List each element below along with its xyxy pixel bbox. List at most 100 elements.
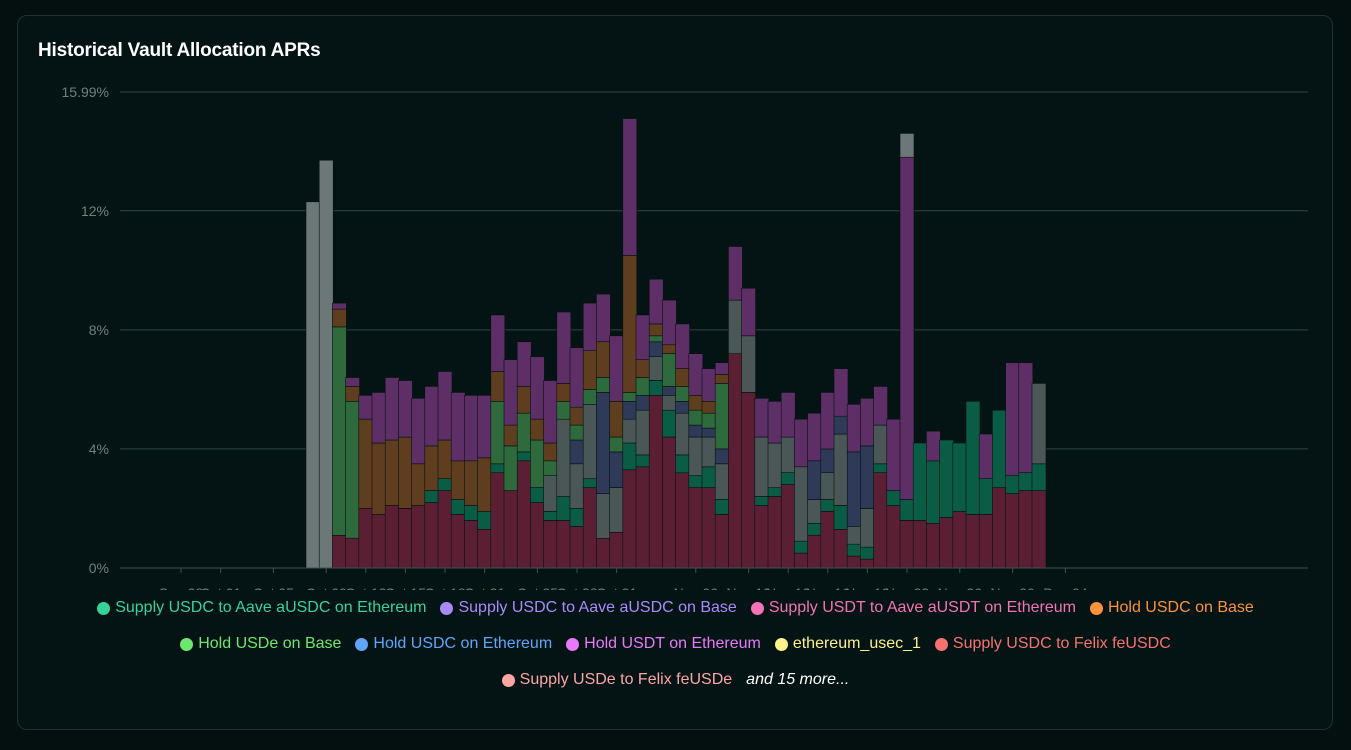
bar-segment[interactable]: Oct 27 gray: 2.6% xyxy=(556,418,572,497)
bar-segment[interactable]: Oct 31 green: 0.5% xyxy=(609,436,624,453)
bar-segment[interactable]: Nov 01 purple: 4.6% xyxy=(622,118,638,256)
bar-segment[interactable]: Dec 02 maroon: 2.6% xyxy=(1031,490,1047,569)
bar-segment[interactable]: Nov 24 darkgreen: 2.1% xyxy=(926,460,941,524)
bar-segment[interactable]: Oct 26 gray: 1.2% xyxy=(543,475,558,512)
bar-segment[interactable]: Nov 17 gray: 2.4% xyxy=(833,433,849,506)
bar-segment[interactable]: Oct 30 brown: 1.2% xyxy=(596,341,611,378)
bar-segment[interactable]: Oct 31 gray: 1.5% xyxy=(609,487,624,533)
bar-segment[interactable]: Nov 13 purple: 1.5% xyxy=(780,392,796,438)
bar-segment[interactable]: Oct 20 brown: 1.5% xyxy=(464,460,479,506)
bar-segment[interactable]: Nov 07 green: 0.5% xyxy=(701,412,717,429)
bar-segment[interactable]: Oct 15 maroon: 2% xyxy=(398,508,413,569)
legend-more-link[interactable]: and 15 more... xyxy=(746,671,850,688)
bar-segment[interactable]: Nov 20 gray: 1.3% xyxy=(873,424,888,465)
bar-segment[interactable]: Oct 29 purple: 1.6% xyxy=(582,302,598,352)
bar-segment[interactable]: Nov 13 darkgreen: 0.4% xyxy=(780,472,796,485)
bar-segment[interactable]: Nov 01 brown: 4.6% xyxy=(622,255,638,393)
bar-segment[interactable]: Dec 01 darkgreen: 0.6% xyxy=(1018,472,1034,491)
bar-segment[interactable]: Oct 30 green: 0.5% xyxy=(596,377,611,393)
bar-segment[interactable]: Oct 19 darkgreen: 0.5% xyxy=(450,499,466,515)
bar-segment[interactable]: Nov 07 navy: 0.3% xyxy=(701,427,717,438)
bar-segment[interactable]: Oct 24 green: 1.3% xyxy=(516,412,532,453)
legend-item[interactable]: Hold USDT on Ethereum xyxy=(566,635,761,653)
bar-segment[interactable]: Nov 27 darkgreen: 3.8% xyxy=(965,400,981,515)
bar-segment[interactable]: Oct 11 maroon: 1% xyxy=(345,537,360,569)
legend-item[interactable]: ethereum_usec_1 xyxy=(774,635,921,653)
bar-segment[interactable]: Oct 29 green: 0.5% xyxy=(582,389,598,405)
bar-segment[interactable]: Nov 19 gray: 1.3% xyxy=(860,508,875,548)
bar-segment[interactable]: Nov 01 darkgreen: 0.9% xyxy=(622,442,638,471)
bar-segment[interactable]: Oct 25 green: 1.6% xyxy=(530,439,545,488)
bar-segment[interactable]: Nov 03 brown: 0.4% xyxy=(648,323,664,337)
bar-segment[interactable]: Nov 12 darkgreen: 0.3% xyxy=(767,487,783,497)
bar-segment[interactable]: Nov 19 darkgreen: 0.4% xyxy=(860,546,875,560)
bar-segment[interactable]: Nov 09 purple: 1.8% xyxy=(728,246,743,301)
bar-segment[interactable]: Oct 11 brown: 0.5% xyxy=(345,386,360,402)
bar-segment[interactable]: Nov 04 gray: 0.5% xyxy=(662,394,677,411)
bar-segment[interactable]: Nov 22 lgray: 0.8% xyxy=(899,133,915,158)
bar-segment[interactable]: Nov 27 maroon: 1.8% xyxy=(965,514,981,569)
bar-segment[interactable]: Oct 11 green: 4.6% xyxy=(345,400,360,539)
bar-segment[interactable]: Nov 22 maroon: 1.6% xyxy=(899,520,915,569)
bar-segment[interactable]: Nov 28 purple: 1.5% xyxy=(978,433,994,480)
bar-segment[interactable]: Oct 14 maroon: 2.1% xyxy=(384,505,400,569)
bar-segment[interactable]: Oct 22 brown: 1% xyxy=(490,371,506,402)
bar-segment[interactable]: Oct 30 purple: 1.6% xyxy=(596,293,611,343)
bar-segment[interactable]: Nov 04 maroon: 4.4% xyxy=(662,436,677,569)
bar-segment[interactable]: Oct 27 green: 0.6% xyxy=(556,400,572,420)
bar-segment[interactable]: Oct 31 brown: 1.2% xyxy=(609,400,624,438)
bar-segment[interactable]: Nov 05 darkgreen: 0.6% xyxy=(675,454,690,474)
bar-segment[interactable]: Nov 11 gray: 2% xyxy=(754,436,770,497)
bar-segment[interactable]: Nov 10 gray: 1.9% xyxy=(741,335,756,393)
bar-segment[interactable]: Nov 05 brown: 0.6% xyxy=(675,368,690,387)
bar-segment[interactable]: Nov 18 gray: 0.6% xyxy=(846,525,862,545)
bar-segment[interactable]: Nov 18 maroon: 0.4% xyxy=(846,555,862,569)
bar-segment[interactable]: Nov 03 green: 0.2% xyxy=(648,335,664,343)
bar-segment[interactable]: Nov 21 darkgreen: 0.5% xyxy=(886,490,902,506)
bar-segment[interactable]: Nov 06 maroon: 2.7% xyxy=(688,487,704,569)
bar-segment[interactable]: Nov 07 darkgreen: 0.7% xyxy=(701,466,717,488)
bar-segment[interactable]: Oct 28 gray: 1.5% xyxy=(569,463,585,509)
bar-segment[interactable]: Oct 23 brown: 0.7% xyxy=(503,424,519,447)
bar-segment[interactable]: Nov 03 maroon: 5.8% xyxy=(648,394,664,569)
bar-segment[interactable]: Oct 20 purple: 2.2% xyxy=(464,394,479,462)
bar-segment[interactable]: Oct 09 lgray: 13.7% xyxy=(318,159,334,569)
legend-item[interactable]: Hold USDC on Base xyxy=(1089,599,1254,617)
bar-segment[interactable]: Dec 02 darkgreen: 0.9% xyxy=(1031,463,1047,491)
legend-item[interactable]: Hold USDe on Base xyxy=(180,635,341,653)
bar-segment[interactable]: Nov 02 navy: 0.5% xyxy=(635,394,651,411)
bar-segment[interactable]: Nov 18 purple: 1.6% xyxy=(846,403,862,453)
bar-segment[interactable]: Nov 06 gray: 1.3% xyxy=(688,436,704,477)
bar-segment[interactable]: Oct 29 gray: 2.5% xyxy=(582,403,598,479)
bar-segment[interactable]: Nov 08 darkgreen: 0.5% xyxy=(714,499,730,515)
bar-segment[interactable]: Nov 30 maroon: 2.5% xyxy=(1005,493,1020,569)
bar-segment[interactable]: Oct 26 brown: 0.6% xyxy=(543,442,558,462)
bar-segment[interactable]: Oct 13 brown: 2.4% xyxy=(371,442,387,515)
bar-segment[interactable]: Nov 05 purple: 1.5% xyxy=(675,323,690,369)
bar-segment[interactable]: Nov 01 maroon: 3.3% xyxy=(622,469,638,569)
bar-segment[interactable]: Nov 16 darkgreen: 0.4% xyxy=(820,499,836,512)
bar-segment[interactable]: Nov 18 darkgreen: 0.4% xyxy=(846,543,862,557)
bar-segment[interactable]: Nov 02 brown: 0.6% xyxy=(635,359,651,378)
bar-segment[interactable]: Oct 24 brown: 0.9% xyxy=(516,386,532,414)
bar-segment[interactable]: Oct 28 purple: 2% xyxy=(569,347,585,408)
bar-segment[interactable]: Oct 12 purple: 0.8% xyxy=(358,394,374,420)
bar-segment[interactable]: Oct 28 maroon: 1.4% xyxy=(569,525,585,569)
bar-segment[interactable]: Nov 17 maroon: 1.3% xyxy=(833,528,849,569)
bar-segment[interactable]: Oct 24 maroon: 3.6% xyxy=(516,460,532,569)
bar-segment[interactable]: Nov 29 darkgreen: 2.6% xyxy=(992,409,1007,488)
bar-segment[interactable]: Nov 12 gray: 1.5% xyxy=(767,442,783,489)
bar-segment[interactable]: Oct 16 purple: 2.2% xyxy=(411,397,426,465)
bar-segment[interactable]: Nov 12 purple: 1.4% xyxy=(767,400,783,444)
bar-segment[interactable]: Oct 12 brown: 3% xyxy=(358,418,374,509)
bar-segment[interactable]: Nov 13 gray: 1.2% xyxy=(780,436,796,474)
bar-segment[interactable]: Oct 31 maroon: 1.2% xyxy=(609,531,624,569)
bar-segment[interactable]: Oct 31 purple: 2.2% xyxy=(609,335,624,402)
bar-segment[interactable]: Nov 26 maroon: 1.9% xyxy=(952,511,968,569)
bar-segment[interactable]: Oct 27 purple: 2.4% xyxy=(556,311,572,384)
bar-segment[interactable]: Nov 12 maroon: 2.4% xyxy=(767,496,783,569)
bar-segment[interactable]: Oct 24 purple: 1.5% xyxy=(516,341,532,387)
bar-segment[interactable]: Nov 15 navy: 1.3% xyxy=(807,460,822,500)
bar-segment[interactable]: Oct 21 brown: 1.8% xyxy=(477,457,492,512)
bar-segment[interactable]: Nov 06 brown: 0.5% xyxy=(688,394,704,411)
